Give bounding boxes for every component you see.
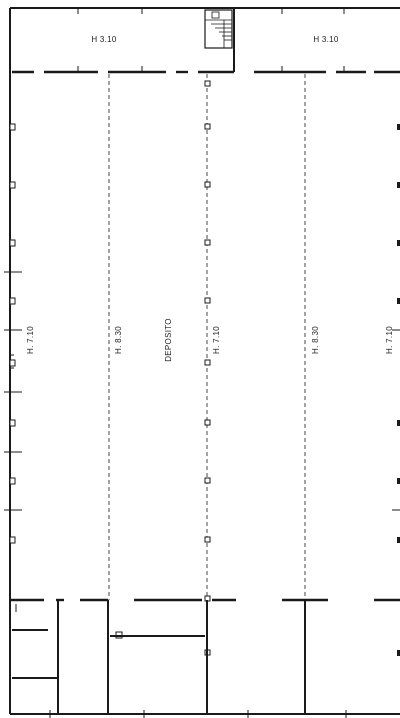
bay-4-label: H. 8.30 bbox=[311, 326, 320, 354]
bay-2-label: H. 8.30 bbox=[114, 326, 123, 354]
deposit-label: DEPOSITO bbox=[164, 318, 173, 362]
bottom-wall-ticks bbox=[49, 710, 347, 718]
left-wall-columns bbox=[9, 123, 16, 544]
lower-rooms bbox=[12, 600, 306, 714]
top-rooms bbox=[204, 8, 235, 72]
top-left-room-label: H 3.10 bbox=[91, 35, 117, 44]
bay-5-label: H. 7.10 bbox=[385, 326, 394, 354]
top-wall-ticks bbox=[77, 8, 345, 72]
bay-1-label: H. 7.10 bbox=[26, 326, 35, 354]
column-grid-lines bbox=[108, 74, 306, 600]
centre-columns bbox=[204, 80, 211, 656]
top-right-room-label: H 3.10 bbox=[313, 35, 339, 44]
left-wall-openings bbox=[4, 271, 400, 511]
bay-3-label: H. 7.10 bbox=[212, 326, 221, 354]
right-wall-columns bbox=[397, 124, 400, 656]
